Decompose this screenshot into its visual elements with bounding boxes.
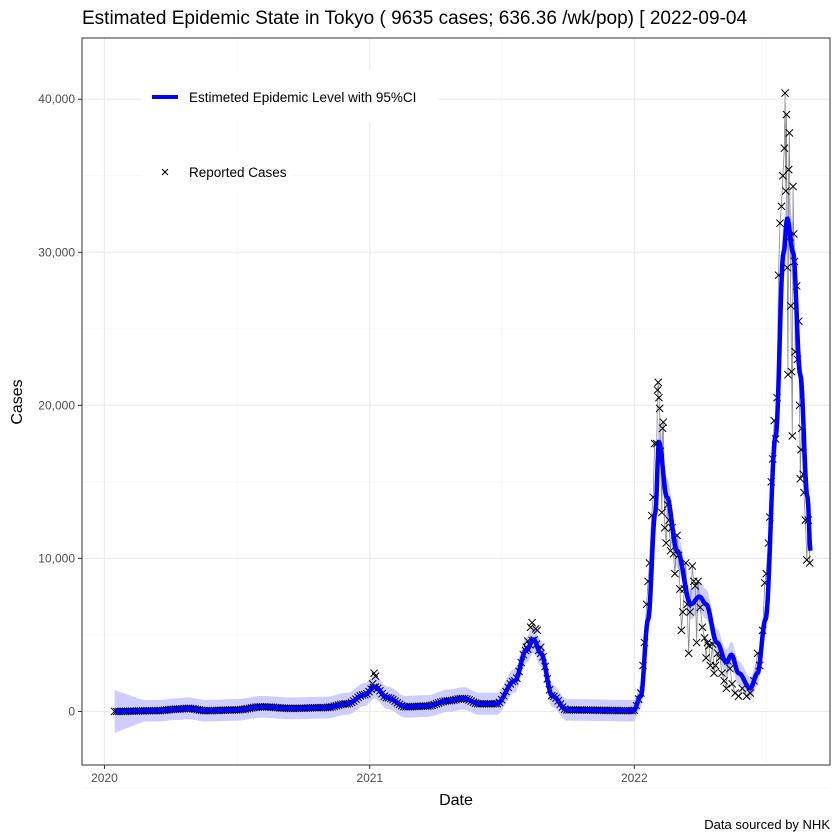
x-tick-label: 2020 xyxy=(91,771,118,785)
estimate-line xyxy=(113,216,813,714)
reported-case-marker xyxy=(777,202,786,211)
reported-case-marker xyxy=(657,508,666,517)
x-axis-label: Date xyxy=(439,792,473,809)
reported-case-marker xyxy=(654,378,663,387)
y-axis: 0 10,000 20,000 30,000 40,000 xyxy=(38,92,82,718)
x-tick-label: 2022 xyxy=(621,771,648,785)
legend-background xyxy=(142,148,292,196)
reported-case-marker xyxy=(702,653,711,662)
reported-case-marker xyxy=(700,634,709,642)
reported-case-marker xyxy=(692,638,701,647)
reported-case-marker xyxy=(653,386,662,394)
reported-case-marker xyxy=(698,623,707,632)
y-tick-label: 30,000 xyxy=(38,245,75,259)
reported-case-marker xyxy=(677,626,686,635)
reported-case-marker xyxy=(720,676,729,685)
reported-case-marker xyxy=(670,569,679,578)
legend-label-estimate: Estimeted Epidemic Level with 95%CI xyxy=(189,90,416,105)
y-axis-label: Cases xyxy=(9,379,26,424)
reported-case-marker xyxy=(688,562,697,570)
reported-case-marker xyxy=(654,393,663,402)
reported-case-marker xyxy=(696,603,705,612)
reported-case-marker xyxy=(691,581,700,590)
legend-key-reported-icon: × xyxy=(161,164,170,181)
y-tick-label: 20,000 xyxy=(38,398,75,412)
estimate-line-group xyxy=(113,216,813,714)
reported-case-marker xyxy=(734,692,743,701)
reported-case-marker xyxy=(662,539,671,548)
x-axis: 2020 2021 2022 xyxy=(91,765,648,785)
x-tick-label: 2021 xyxy=(356,771,383,785)
reported-case-marker xyxy=(785,128,794,137)
reported-case-marker xyxy=(711,661,720,670)
reported-case-marker xyxy=(533,626,542,635)
legend-label-reported: Reported Cases xyxy=(189,165,287,180)
reported-case-marker xyxy=(783,263,792,272)
legend: Estimeted Epidemic Level with 95%CI × Re… xyxy=(142,70,438,196)
reported-case-marker xyxy=(786,301,795,310)
reported-case-marker xyxy=(684,649,693,658)
reported-case-marker xyxy=(789,182,797,191)
reported-case-marker xyxy=(659,418,668,427)
reported-case-marker xyxy=(660,523,669,532)
reported-case-marker xyxy=(746,689,755,698)
reported-case-marker xyxy=(788,431,797,440)
reported-case-marker xyxy=(784,165,793,174)
reported-case-marker xyxy=(787,367,796,376)
reported-case-marker xyxy=(655,404,664,413)
reported-case-marker xyxy=(780,144,789,153)
reported-connectors xyxy=(640,93,811,697)
reported-case-marker xyxy=(726,664,734,673)
y-tick-label: 10,000 xyxy=(38,551,75,565)
reported-case-marker xyxy=(728,679,737,688)
chart-title: Estimated Epidemic State in Tokyo ( 9635… xyxy=(82,8,747,29)
reported-case-marker xyxy=(710,669,718,678)
reported-case-marker xyxy=(796,474,805,483)
y-tick-label: 40,000 xyxy=(38,92,75,106)
reported-case-marker xyxy=(371,672,380,681)
reported-case-marker xyxy=(781,187,790,196)
legend-background xyxy=(142,70,438,122)
reported-case-marker xyxy=(686,607,695,616)
reported-case-marker xyxy=(776,219,784,228)
reported-case-marker xyxy=(526,623,535,632)
caption: Data sourced by NHK xyxy=(704,817,830,832)
reported-case-marker xyxy=(805,559,814,567)
reported-case-marker xyxy=(722,684,731,693)
reported-case-marker xyxy=(781,89,790,98)
reported-case-marker xyxy=(678,607,687,616)
reported-connector-line xyxy=(640,93,811,697)
y-tick-label: 0 xyxy=(68,704,75,718)
reported-case-marker xyxy=(718,669,726,678)
plot-panel-border xyxy=(81,37,831,766)
reported-case-marker xyxy=(528,618,537,627)
reported-case-marker xyxy=(694,577,703,586)
reported-case-marker xyxy=(782,110,791,119)
